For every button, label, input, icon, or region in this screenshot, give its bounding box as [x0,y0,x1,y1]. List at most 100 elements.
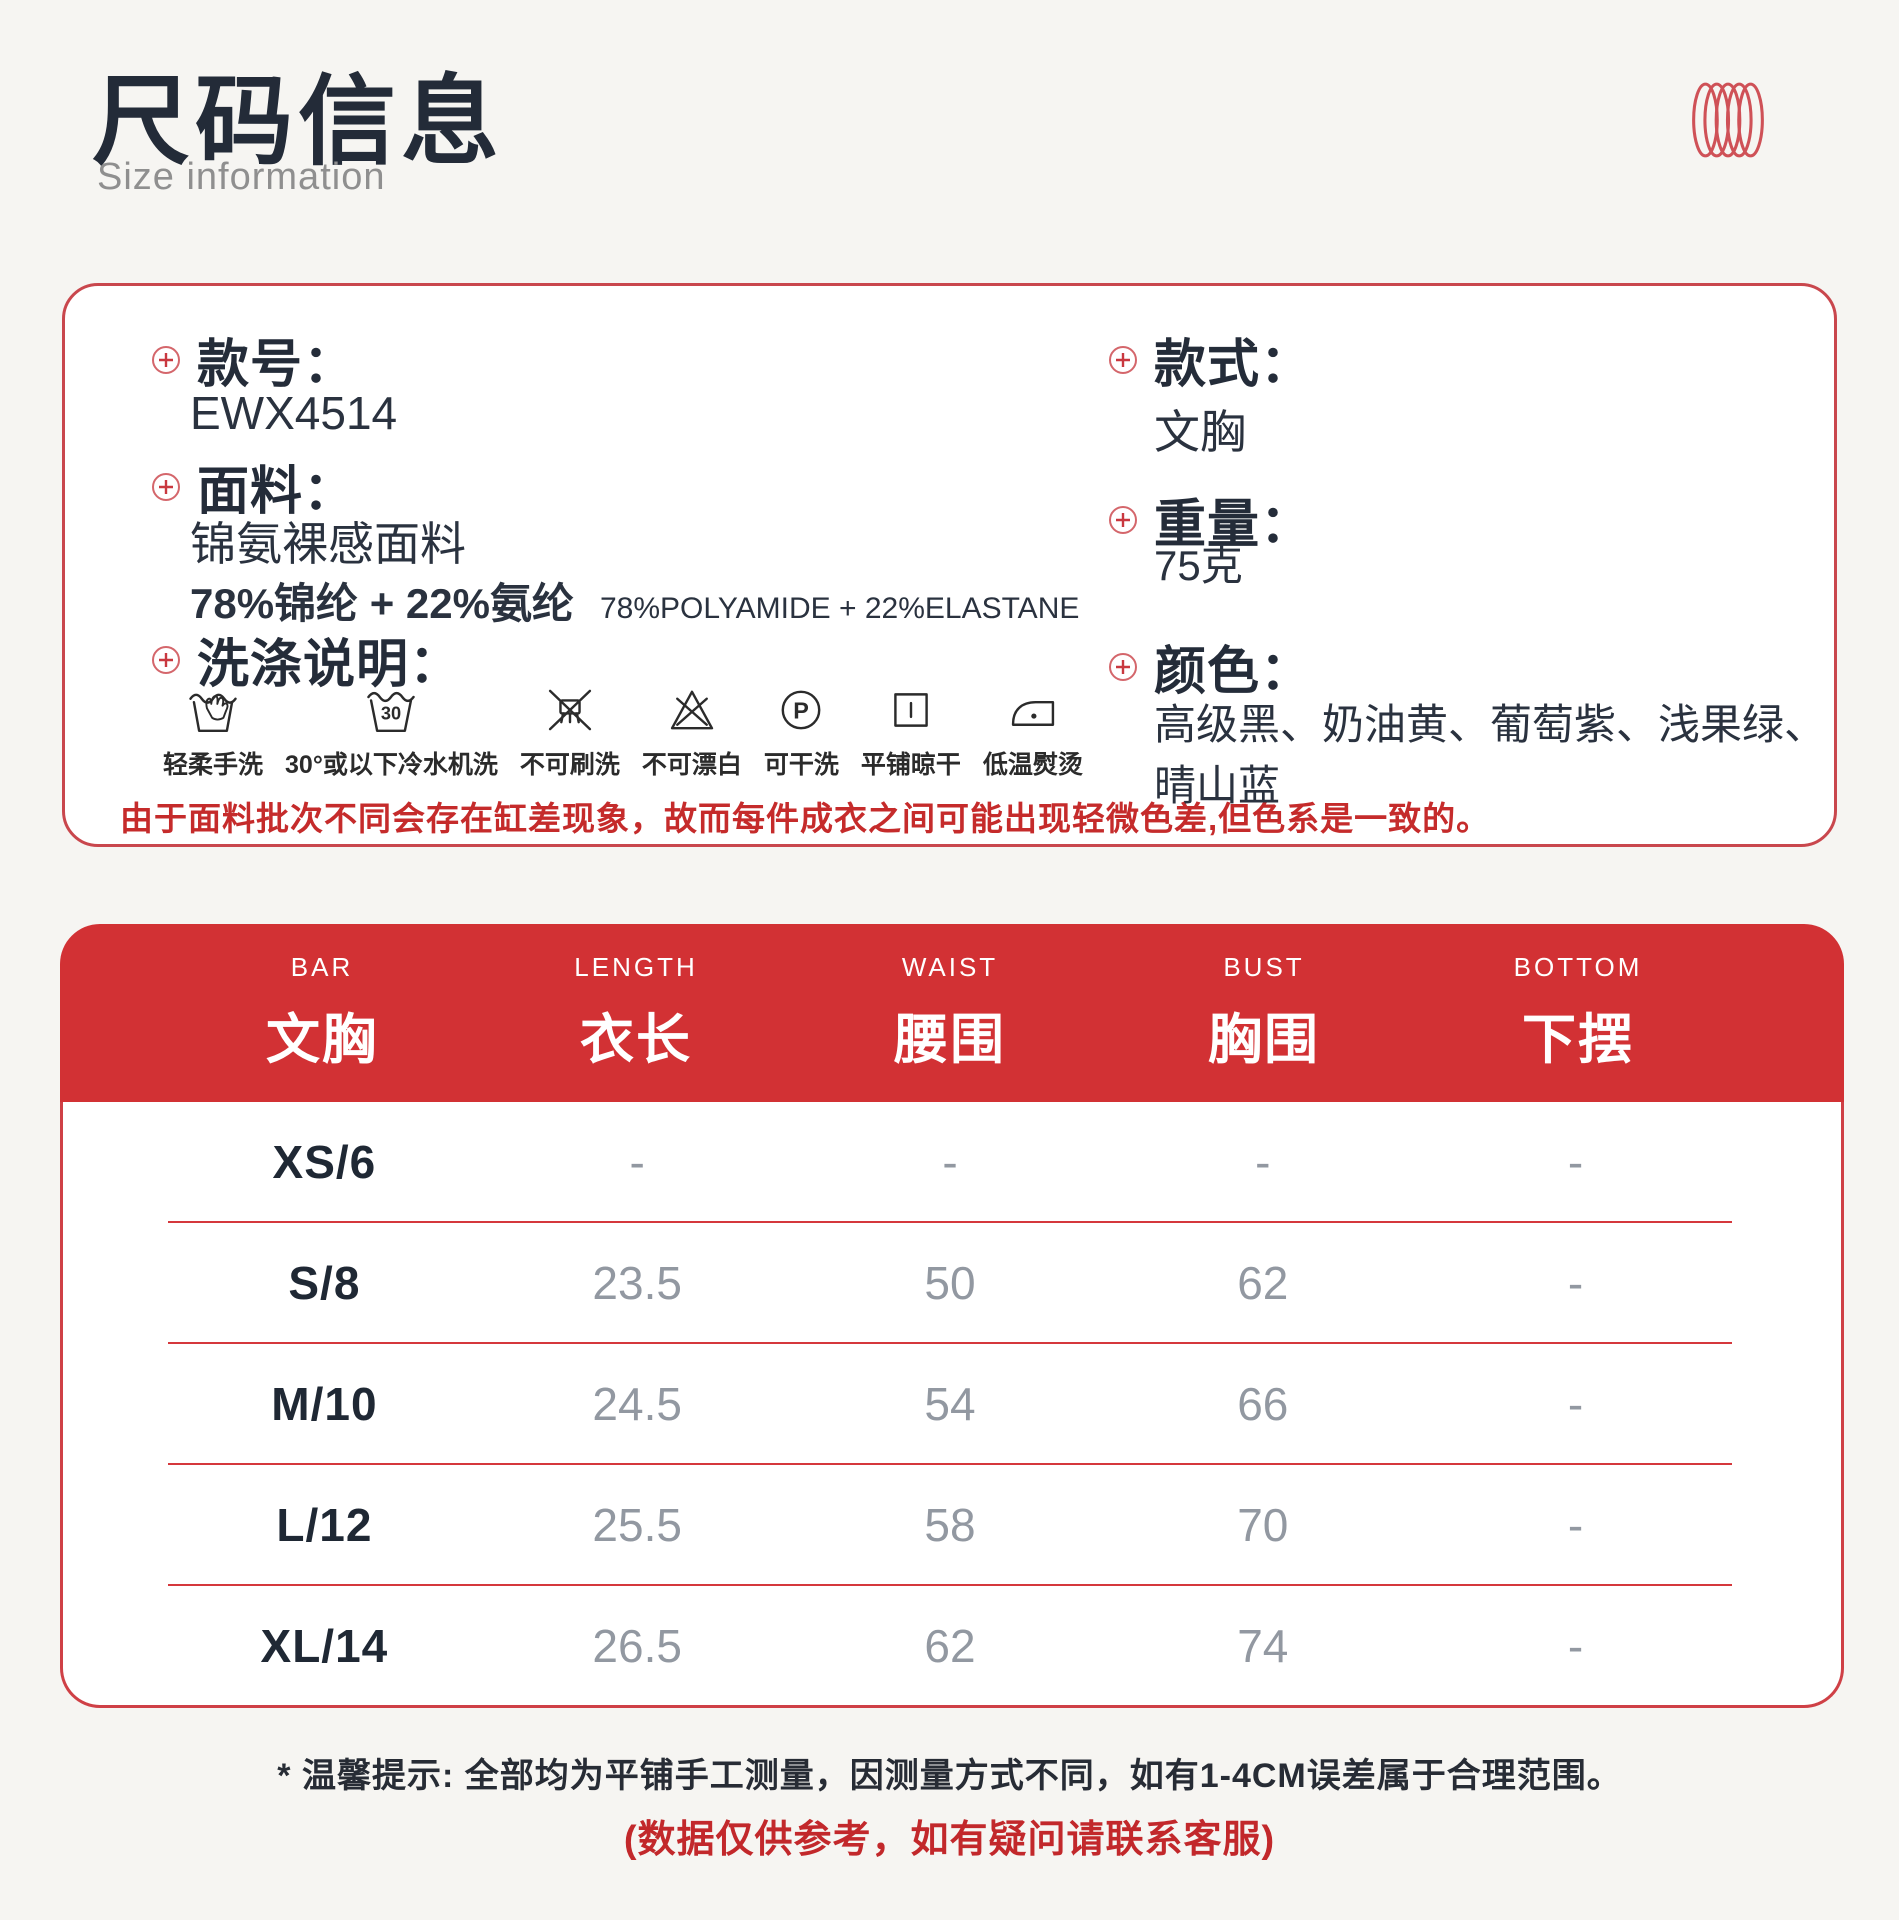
fabric-value: 锦氨裸感面料 [190,518,466,570]
size-cell: S/8 [288,1256,361,1309]
plus-circle-icon [152,345,180,374]
bust-cell: 74 [1237,1619,1289,1672]
plus-circle-icon [1109,505,1137,534]
fabric-row: 面料： [151,449,356,524]
colors-value: 高级黑、奶油黄、葡萄紫、浅果绿、晴山蓝 [1154,701,1827,809]
weight-value: 75克 [1154,542,1243,589]
table-row-xl: XL/14 26.5 62 74 - [168,1584,1732,1705]
bottom-cell: - [1567,1135,1584,1188]
washing-row: 洗涤说明： [151,622,462,697]
waist-cell: 50 [924,1256,976,1309]
header-col-en: BUST [1223,952,1305,982]
wash-temp-text: 30 [381,704,401,724]
care-item-dry-flat: 平铺晾干 [861,684,961,781]
header-col-bust: BUST 胸围 [1107,952,1421,1074]
header-col-en: BOTTOM [1513,952,1643,982]
care-icons-row: 轻柔手洗 30 30°或以下冷水机洗 不可刷洗 [163,684,1083,781]
header-col-en: BAR [290,952,354,982]
header-col-cn: 胸围 [1208,1010,1320,1070]
size-table-header: BAR 文胸 LENGTH 衣长 WAIST 腰围 BUST 胸围 BOTTOM… [60,924,1844,1102]
page-subtitle: Size information [97,156,386,198]
header-col-en: LENGTH [574,952,698,982]
care-label: 不可漂白 [641,751,742,779]
header-col-length: LENGTH 衣长 [479,952,793,1074]
machine-wash-30-icon: 30 [367,691,416,733]
size-cell: L/12 [276,1498,373,1551]
length-cell: 26.5 [592,1619,682,1672]
header-col-bar: BAR 文胸 [165,952,479,1074]
dry-clean-icon: P [781,690,821,730]
care-item-low-iron: 低温熨烫 [983,684,1083,781]
header-col-waist: WAIST 腰围 [793,952,1107,1074]
length-cell: 23.5 [592,1256,682,1309]
size-cell: M/10 [271,1377,378,1430]
table-row-xs: XS/6 - - - - [168,1102,1732,1221]
care-label: 平铺晾干 [860,751,961,779]
no-scrub-icon [548,689,591,731]
size-cell: XL/14 [260,1619,389,1672]
bottom-cell: - [1567,1377,1584,1430]
plus-circle-icon [1109,345,1137,374]
table-row-m: M/10 24.5 54 66 - [168,1342,1732,1463]
header-col-cn: 衣长 [580,1010,692,1070]
bust-cell: 62 [1237,1256,1289,1309]
care-label: 可干洗 [763,751,839,779]
care-item-hand-wash: 轻柔手洗 [163,684,263,781]
colors-row: 颜色： [1108,629,1313,704]
fabric-composition-en: 78%POLYAMIDE + 22%ELASTANE [600,592,1080,625]
page-title: 尺码信息 [92,66,505,176]
style-number-value: EWX4514 [190,387,398,439]
fabric-composition: 78%锦纶 + 22%氨纶 78%POLYAMIDE + 22%ELASTANE [190,570,1079,631]
length-cell: 24.5 [592,1377,682,1430]
header-col-cn: 文胸 [266,1010,378,1070]
care-label: 轻柔手洗 [163,751,264,779]
waist-cell: 62 [924,1619,976,1672]
coil-spring-icon [1692,80,1764,165]
dry-flat-icon [894,693,928,727]
product-info-card: 款号： EWX4514 面料： 锦氨裸感面料 78%锦纶 + 22%氨纶 78%P… [62,283,1837,847]
header-col-cn: 腰围 [894,1010,1006,1070]
color-batch-disclaimer: 由于面料批次不同会存在缸差现象，故而每件成衣之间可能出现轻微色差,但色系是一致的… [120,800,1491,837]
weight-row: 重量： [1108,482,1313,557]
colors-label: 颜色： [1154,643,1314,701]
table-row-l: L/12 25.5 58 70 - [168,1463,1732,1584]
care-item-machine-wash-30: 30 30°或以下冷水机洗 [285,684,498,781]
size-cell: XS/6 [272,1135,377,1188]
measurement-note: * 温馨提示: 全部均为平铺手工测量，因测量方式不同，如有1-4CM误差属于合理… [277,1757,1622,1795]
bottom-cell: - [1567,1498,1584,1551]
care-item-dry-clean: P 可干洗 [764,684,839,781]
waist-cell: 58 [924,1498,976,1551]
fabric-label: 面料： [197,463,357,521]
header-col-bottom: BOTTOM 下摆 [1421,952,1735,1074]
care-item-no-scrub: 不可刷洗 [520,684,620,781]
plus-circle-icon [152,472,180,501]
size-table: BAR 文胸 LENGTH 衣长 WAIST 腰围 BUST 胸围 BOTTOM… [60,924,1844,1708]
style-number-label: 款号： [197,336,357,394]
reference-note: (数据仅供参考，如有疑问请联系客服) [623,1819,1276,1861]
bottom-cell: - [1567,1256,1584,1309]
fabric-composition-cn: 78%锦纶 + 22%氨纶 [190,580,574,627]
style-type-row: 款式： [1108,322,1313,397]
hand-wash-icon [189,693,237,733]
care-label: 低温熨烫 [982,751,1083,779]
dry-clean-letter: P [794,698,810,724]
plus-circle-icon [152,645,180,674]
style-number-row: 款号： [151,322,356,397]
table-row-s: S/8 23.5 50 62 - [168,1221,1732,1342]
length-cell: 25.5 [592,1498,682,1551]
bottom-cell: - [1567,1619,1584,1672]
style-type-label: 款式： [1154,336,1314,394]
care-label: 不可刷洗 [519,751,620,779]
care-label: 30°或以下冷水机洗 [285,751,498,779]
bust-cell: 66 [1237,1377,1289,1430]
low-iron-icon [1011,700,1055,726]
length-cell: - [629,1135,645,1188]
header-col-en: WAIST [901,952,999,982]
bust-cell: 70 [1237,1498,1289,1551]
header-col-cn: 下摆 [1522,1010,1634,1070]
care-item-no-bleach: 不可漂白 [642,684,742,781]
waist-cell: - [942,1135,958,1188]
bust-cell: - [1255,1135,1271,1188]
plus-circle-icon [1109,652,1137,681]
weight-label: 重量： [1154,496,1314,554]
